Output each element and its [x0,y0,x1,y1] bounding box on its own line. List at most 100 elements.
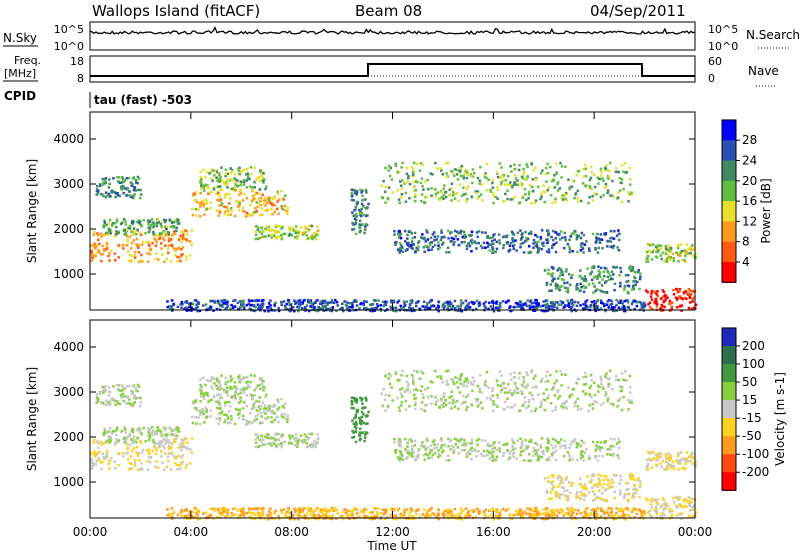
power-cell [306,237,310,240]
velocity-cell [502,451,505,455]
velocity-cell [499,384,503,388]
power-cell [156,218,160,221]
power-cell [254,207,257,210]
power-cell [590,187,593,191]
power-cell [354,222,357,226]
velocity-cell [353,417,356,420]
velocity-cell [223,404,227,407]
velocity-cell [395,449,398,452]
power-cell [397,299,401,302]
velocity-cell [277,406,281,409]
power-cell [136,181,139,185]
power-cell [448,188,451,191]
power-cell [433,239,436,242]
power-cell [678,289,681,293]
power-cell [134,250,137,254]
velocity-cell [524,438,527,442]
power-cell [603,274,606,278]
power-cell [452,237,456,241]
velocity-cell [248,385,251,389]
velocity-cell [230,378,233,381]
velocity-cell [294,439,298,442]
velocity-cell [664,455,668,459]
power-cell [262,172,265,175]
velocity-cell [588,404,591,407]
velocity-cell [311,442,314,445]
velocity-cell [450,390,454,393]
velocity-cell [134,397,137,400]
velocity-cell [154,441,157,445]
power-cell [331,306,335,309]
power-cell [541,304,545,307]
power-cell [496,185,499,189]
power-cell [133,256,137,259]
velocity-cell [559,480,563,483]
velocity-cell [309,443,312,447]
power-cell [129,260,132,263]
velocity-cell [364,406,367,409]
velocity-cell [429,380,432,383]
velocity-cell [280,397,283,401]
velocity-cell [584,382,588,386]
power-cell [414,180,418,183]
power-cell [437,244,440,247]
velocity-cell [364,422,368,426]
power-cell [314,233,318,236]
power-cell [117,244,120,248]
power-cell [489,305,493,308]
power-cell [376,304,380,308]
power-cell [384,166,387,170]
velocity-cell [487,451,490,454]
power-cell [200,184,203,187]
power-cell [247,213,251,216]
power-cell [359,229,362,232]
power-cell [663,294,667,298]
velocity-cell [672,501,676,504]
power-cell [598,271,602,274]
power-cell [439,167,442,170]
velocity-cell [100,401,103,404]
power-cell [600,174,603,177]
power-cell [248,299,251,303]
velocity-cell [393,437,396,441]
power-cell [626,301,630,304]
power-cell [590,270,594,274]
velocity-cell [657,455,660,458]
power-cell [625,171,628,174]
velocity-cell [554,445,558,448]
velocity-cell [482,449,486,453]
velocity-cell [663,468,666,471]
power-cell [426,178,429,182]
velocity-cell [541,451,544,454]
velocity-cell [123,395,126,398]
velocity-cell [397,444,401,447]
power-cell [202,202,206,206]
power-cell [313,306,316,309]
power-cell [470,174,473,178]
power-cell [267,228,271,232]
velocity-cell [617,399,620,402]
velocity-cell [588,481,592,484]
power-cell [348,302,352,305]
velocity-cell [535,386,538,389]
velocity-cell [602,498,605,502]
power-cell [609,237,612,240]
power-cell [601,177,604,180]
power-cell [129,181,133,184]
power-cell [312,302,315,305]
velocity-cell [264,435,267,438]
power-cell [330,298,334,302]
power-cell [546,229,549,232]
power-cell [601,302,605,305]
power-cell [352,227,356,231]
power-cell [399,232,402,236]
power-cell [557,277,560,280]
velocity-cell [650,497,654,501]
velocity-cell [554,490,558,494]
power-cell [226,305,229,308]
power-cell [505,300,508,304]
power-cell [434,161,437,165]
velocity-cell [580,453,583,456]
power-cell [137,219,140,222]
velocity-cell [646,465,649,468]
